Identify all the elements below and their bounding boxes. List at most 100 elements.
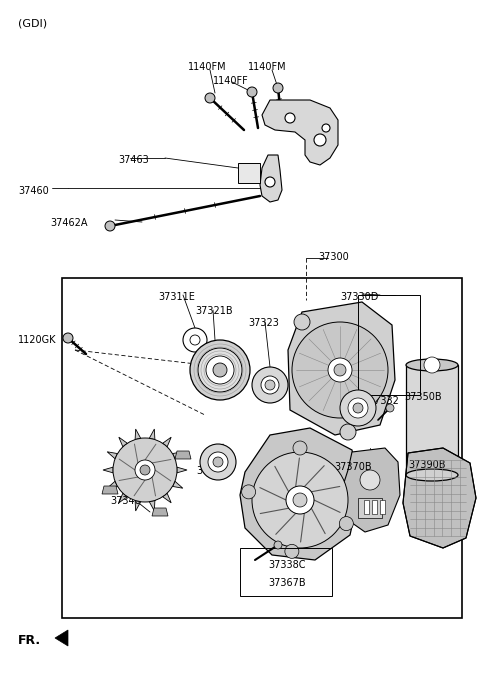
Polygon shape xyxy=(152,508,168,516)
Polygon shape xyxy=(288,302,395,435)
Text: 37332: 37332 xyxy=(368,396,399,406)
Bar xyxy=(406,365,458,475)
Text: 37350B: 37350B xyxy=(404,392,442,402)
Circle shape xyxy=(353,403,363,413)
Circle shape xyxy=(328,358,352,382)
Polygon shape xyxy=(260,155,282,202)
Circle shape xyxy=(273,83,283,93)
Circle shape xyxy=(113,438,177,502)
Circle shape xyxy=(206,356,234,384)
Circle shape xyxy=(274,541,282,549)
Bar xyxy=(380,500,385,514)
Text: 37334: 37334 xyxy=(338,382,369,392)
Circle shape xyxy=(241,485,256,499)
Bar xyxy=(238,163,260,183)
Polygon shape xyxy=(119,437,127,447)
Polygon shape xyxy=(163,493,171,503)
Text: 37321B: 37321B xyxy=(195,306,233,316)
Polygon shape xyxy=(103,467,113,473)
Circle shape xyxy=(340,424,356,440)
Circle shape xyxy=(265,380,275,390)
Text: 37338C: 37338C xyxy=(268,560,305,570)
Text: 37390B: 37390B xyxy=(408,460,445,470)
Text: 37367B: 37367B xyxy=(268,578,306,588)
Text: 37342: 37342 xyxy=(196,466,227,476)
Circle shape xyxy=(190,335,200,345)
Polygon shape xyxy=(135,500,141,511)
Text: FR.: FR. xyxy=(18,634,41,647)
Polygon shape xyxy=(149,500,155,511)
Text: 37311E: 37311E xyxy=(158,292,195,302)
Circle shape xyxy=(386,404,394,412)
Text: 37340: 37340 xyxy=(110,496,141,506)
Polygon shape xyxy=(403,448,476,548)
Circle shape xyxy=(252,452,348,548)
Bar xyxy=(62,278,462,618)
Circle shape xyxy=(293,441,307,455)
Circle shape xyxy=(285,113,295,123)
Polygon shape xyxy=(172,452,183,459)
Circle shape xyxy=(286,486,314,514)
Circle shape xyxy=(340,390,376,426)
Polygon shape xyxy=(135,429,141,439)
Circle shape xyxy=(339,516,353,530)
Text: 1140FM: 1140FM xyxy=(188,62,227,72)
Circle shape xyxy=(63,333,73,343)
Text: 37462A: 37462A xyxy=(50,218,87,228)
Text: 1140FM: 1140FM xyxy=(248,62,287,72)
Circle shape xyxy=(360,470,380,490)
Circle shape xyxy=(285,545,299,558)
Circle shape xyxy=(213,363,227,377)
Polygon shape xyxy=(55,630,68,646)
Circle shape xyxy=(348,398,368,418)
Bar xyxy=(358,295,420,395)
Circle shape xyxy=(205,93,215,103)
Text: (GDI): (GDI) xyxy=(18,18,47,28)
Circle shape xyxy=(322,124,330,132)
Circle shape xyxy=(198,348,242,392)
Text: 1140FF: 1140FF xyxy=(213,76,249,86)
Text: 37463: 37463 xyxy=(118,155,149,165)
Circle shape xyxy=(424,357,440,373)
Text: 37300: 37300 xyxy=(318,252,349,262)
Polygon shape xyxy=(107,481,118,488)
Circle shape xyxy=(294,314,310,330)
Ellipse shape xyxy=(406,359,458,371)
Polygon shape xyxy=(177,467,187,473)
Bar xyxy=(372,500,377,514)
Circle shape xyxy=(252,367,288,403)
Circle shape xyxy=(140,465,150,475)
Text: 37460: 37460 xyxy=(18,186,49,196)
Circle shape xyxy=(265,177,275,187)
Bar xyxy=(240,548,332,596)
Polygon shape xyxy=(107,452,118,459)
Circle shape xyxy=(292,322,388,418)
Circle shape xyxy=(314,134,326,146)
Polygon shape xyxy=(240,428,360,560)
Circle shape xyxy=(208,452,228,472)
Polygon shape xyxy=(340,448,400,532)
Polygon shape xyxy=(172,481,183,488)
Circle shape xyxy=(213,457,223,467)
Ellipse shape xyxy=(406,469,458,481)
Circle shape xyxy=(261,376,279,394)
Circle shape xyxy=(183,328,207,352)
Circle shape xyxy=(190,340,250,400)
Circle shape xyxy=(293,493,307,507)
Text: 37370B: 37370B xyxy=(334,462,372,472)
Text: 37330D: 37330D xyxy=(340,292,378,302)
Text: 1120GK: 1120GK xyxy=(18,335,57,345)
Polygon shape xyxy=(163,437,171,447)
Polygon shape xyxy=(149,429,155,439)
Circle shape xyxy=(135,460,155,480)
Polygon shape xyxy=(119,493,127,503)
Text: 37323: 37323 xyxy=(248,318,279,328)
Polygon shape xyxy=(102,486,118,494)
Circle shape xyxy=(200,444,236,480)
Circle shape xyxy=(334,364,346,376)
Circle shape xyxy=(105,221,115,231)
Polygon shape xyxy=(262,100,338,165)
Polygon shape xyxy=(175,451,191,459)
Bar xyxy=(364,500,369,514)
Bar xyxy=(358,498,382,518)
